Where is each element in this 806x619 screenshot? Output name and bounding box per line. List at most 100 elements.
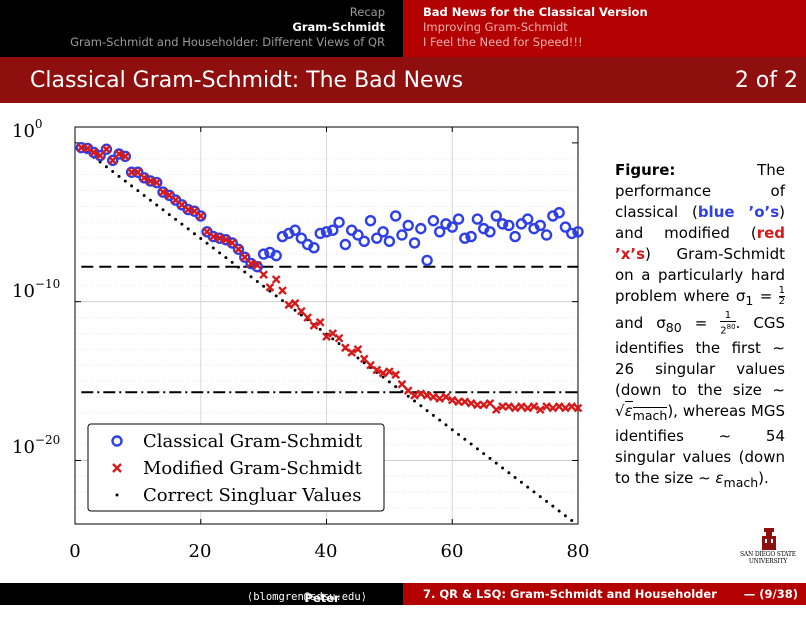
nav-subsection-bad-news[interactable]: Bad News for the Classical Version bbox=[423, 5, 648, 19]
mgs-point-stroke bbox=[190, 206, 199, 216]
cgs-point bbox=[534, 219, 546, 232]
cgs-point bbox=[383, 235, 396, 248]
mgs-point-stroke bbox=[322, 332, 331, 341]
mgs-point-stroke bbox=[146, 176, 155, 186]
cgs-point bbox=[320, 226, 333, 238]
mgs-point bbox=[120, 152, 130, 161]
correct-value-point bbox=[532, 490, 536, 494]
mgs-point-stroke bbox=[460, 397, 470, 407]
correct-value-point bbox=[155, 203, 159, 207]
correct-value-point bbox=[236, 265, 240, 269]
correct-value-point bbox=[180, 222, 184, 226]
mgs-point-stroke bbox=[554, 402, 564, 411]
caption-blue-word: blue bbox=[697, 203, 735, 221]
nav-section-gram-schmidt[interactable]: Gram-Schmidt bbox=[292, 20, 385, 34]
cgs-point bbox=[308, 241, 320, 254]
legend-marker-cgs bbox=[111, 435, 123, 447]
mgs-point bbox=[391, 370, 401, 380]
correct-value-point bbox=[331, 337, 335, 341]
mgs-point-stroke bbox=[504, 402, 514, 411]
x-tick-label: 60 bbox=[441, 541, 464, 562]
nav-subsection-speed[interactable]: I Feel the Need for Speed!!! bbox=[423, 35, 583, 49]
mgs-point-stroke bbox=[208, 232, 218, 241]
nav-section-gs-householder[interactable]: Gram-Schmidt and Householder: Different … bbox=[70, 35, 385, 49]
mgs-point bbox=[466, 398, 476, 408]
correct-value-point bbox=[425, 409, 429, 413]
caption-sub: 1 bbox=[745, 293, 754, 308]
correct-value-point bbox=[463, 437, 467, 441]
mgs-point bbox=[196, 211, 206, 221]
mgs-point-stroke bbox=[447, 395, 457, 405]
mgs-point bbox=[114, 149, 124, 159]
mgs-point-stroke bbox=[529, 402, 539, 411]
singular-values-chart: 0 20 40 60 80 100 10−10 10−20 Classical … bbox=[12, 117, 589, 562]
cgs-point bbox=[421, 254, 433, 267]
nav-section-recap[interactable]: Recap bbox=[349, 5, 385, 19]
correct-value-point bbox=[469, 442, 473, 446]
mgs-point-stroke bbox=[114, 149, 124, 159]
correct-value-point bbox=[199, 236, 203, 240]
mgs-point-stroke bbox=[485, 398, 495, 408]
mgs-point bbox=[573, 403, 583, 413]
cgs-point bbox=[377, 226, 389, 238]
mgs-point bbox=[378, 368, 388, 378]
mgs-point bbox=[485, 398, 495, 408]
mgs-point-stroke bbox=[259, 270, 268, 280]
correct-value-point bbox=[551, 504, 555, 508]
cgs-point bbox=[257, 248, 270, 260]
legend-label-mgs: Modified Gram-Schmidt bbox=[143, 458, 363, 479]
cgs-point bbox=[352, 229, 364, 241]
cgs-point bbox=[446, 221, 458, 233]
slide-title-bar: Classical Gram-Schmidt: The Bad News 2 o… bbox=[0, 57, 806, 103]
correct-value-point bbox=[98, 160, 102, 164]
legend-box bbox=[87, 423, 385, 512]
chart-legend: Classical Gram-Schmidt Modified Gram-Sch… bbox=[87, 423, 385, 512]
cgs-point bbox=[107, 154, 119, 167]
mgs-point-stroke bbox=[341, 343, 350, 353]
correct-value-point bbox=[482, 452, 486, 456]
correct-value-point bbox=[211, 246, 215, 250]
nav-subsection-improving[interactable]: Improving Gram-Schmidt bbox=[423, 20, 568, 34]
mgs-point bbox=[554, 402, 564, 411]
cgs-point bbox=[270, 249, 282, 262]
mgs-point-stroke bbox=[378, 368, 388, 378]
correct-value-point bbox=[123, 179, 127, 183]
mgs-point-stroke bbox=[234, 244, 243, 254]
mgs-point bbox=[183, 205, 193, 214]
mgs-point bbox=[89, 148, 99, 157]
mgs-point bbox=[535, 405, 545, 415]
correct-value-point bbox=[255, 280, 259, 284]
correct-value-point bbox=[457, 432, 461, 436]
caption-sub: mach bbox=[723, 475, 759, 491]
x-tick-label: 20 bbox=[189, 541, 212, 562]
correct-value-point bbox=[513, 476, 517, 480]
caption-blue-symbol: ’o’s bbox=[748, 203, 780, 221]
mgs-point bbox=[447, 395, 457, 405]
logo-tower-icon bbox=[762, 528, 776, 550]
mgs-point bbox=[561, 403, 570, 413]
footer-topic-bar: 7. QR & LSQ: Gram-Schmidt and Householde… bbox=[403, 583, 806, 605]
correct-value-point bbox=[161, 208, 165, 212]
cgs-point bbox=[402, 219, 414, 232]
caption-text: ) and modified ( bbox=[615, 203, 785, 242]
mgs-point bbox=[479, 400, 489, 410]
correct-value-point bbox=[148, 198, 152, 202]
correct-value-point bbox=[519, 480, 523, 484]
mgs-point-stroke bbox=[240, 252, 250, 262]
mgs-point bbox=[152, 178, 162, 187]
mgs-point-stroke bbox=[290, 298, 300, 308]
mgs-point-stroke bbox=[391, 370, 401, 380]
caption-text: . CGS identifies the first ∼ 26 singular… bbox=[615, 314, 786, 421]
mgs-point bbox=[523, 403, 533, 413]
correct-value-point bbox=[394, 385, 398, 389]
mgs-point bbox=[334, 333, 344, 343]
correct-value-point bbox=[243, 270, 247, 274]
mgs-point-stroke bbox=[510, 403, 520, 413]
mgs-point-stroke bbox=[435, 394, 445, 403]
mgs-point-stroke bbox=[246, 259, 256, 268]
cgs-point bbox=[566, 227, 578, 240]
mgs-point-stroke bbox=[133, 167, 143, 177]
correct-value-point bbox=[570, 519, 574, 523]
caption-text: ), whereas MGS identifies ∼ 54 singular … bbox=[615, 402, 785, 488]
cgs-point bbox=[427, 214, 440, 227]
